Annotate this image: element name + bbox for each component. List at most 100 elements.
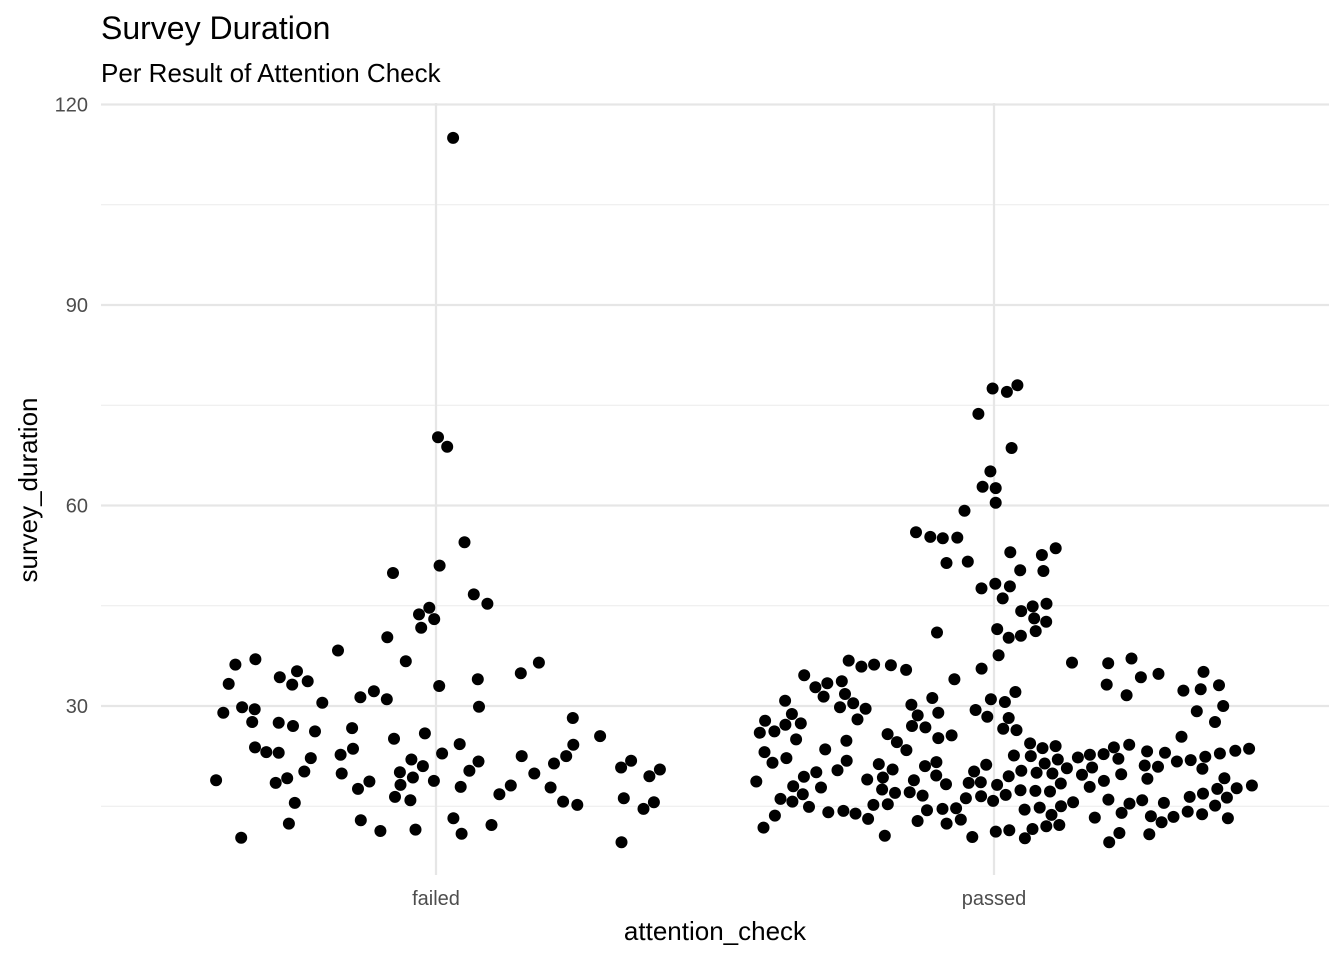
data-point-passed	[954, 813, 967, 826]
data-point-passed	[1220, 791, 1233, 804]
data-point-failed	[567, 738, 580, 751]
data-point-failed	[304, 752, 317, 765]
data-point-passed	[968, 765, 981, 778]
data-point-passed	[881, 728, 894, 741]
data-point-failed	[347, 742, 359, 755]
data-point-passed	[989, 482, 1002, 495]
data-point-failed	[643, 770, 656, 783]
data-point-passed	[868, 658, 881, 671]
data-point-passed	[1040, 615, 1053, 628]
data-point-failed	[404, 794, 417, 807]
data-point-passed	[847, 697, 860, 710]
data-point-passed	[1181, 805, 1194, 818]
data-point-passed	[907, 774, 920, 787]
data-point-passed	[1221, 812, 1234, 825]
data-point-passed	[986, 382, 999, 395]
data-point-failed	[217, 706, 230, 719]
data-point-passed	[981, 710, 994, 723]
chart-subtitle: Per Result of Attention Check	[101, 58, 442, 88]
data-point-passed	[975, 662, 988, 675]
data-point-passed	[1024, 737, 1037, 750]
data-point-passed	[1036, 742, 1049, 755]
data-point-failed	[615, 836, 628, 849]
data-point-passed	[1015, 605, 1028, 618]
data-point-passed	[822, 806, 835, 819]
y-axis-title: survey_duration	[13, 398, 43, 583]
data-point-passed	[940, 817, 953, 830]
data-point-failed	[472, 755, 485, 768]
data-point-passed	[1014, 564, 1027, 577]
data-point-passed	[803, 800, 815, 813]
data-point-passed	[1209, 716, 1221, 728]
data-point-failed	[413, 608, 425, 621]
data-point-passed	[1159, 746, 1171, 759]
data-point-failed	[528, 767, 541, 780]
data-point-passed	[1005, 442, 1018, 454]
data-point-failed	[281, 772, 294, 785]
data-point-passed	[932, 706, 945, 719]
data-point-passed	[757, 821, 770, 834]
data-point-passed	[1053, 819, 1066, 831]
data-point-passed	[1076, 768, 1088, 781]
data-point-passed	[876, 771, 889, 784]
data-point-failed	[548, 757, 560, 770]
data-point-passed	[903, 786, 916, 799]
data-point-passed	[936, 802, 949, 815]
data-point-failed	[637, 802, 650, 815]
data-point-failed	[380, 693, 393, 706]
data-point-failed	[332, 644, 344, 657]
data-point-passed	[859, 702, 872, 715]
data-point-passed	[974, 776, 987, 789]
data-point-passed	[881, 798, 894, 811]
data-point-failed	[291, 665, 303, 678]
data-point-passed	[779, 718, 792, 731]
data-point-failed	[269, 776, 282, 789]
data-point-passed	[932, 732, 945, 745]
data-point-passed	[991, 778, 1004, 791]
data-point-passed	[1155, 816, 1168, 829]
data-point-failed	[485, 819, 498, 831]
data-point-passed	[1010, 724, 1023, 737]
data-point-passed	[1190, 705, 1203, 718]
data-point-passed	[798, 669, 811, 682]
data-point-passed	[753, 726, 766, 739]
data-point-failed	[246, 716, 259, 728]
data-point-passed	[1086, 761, 1099, 774]
data-point-failed	[423, 601, 436, 614]
data-point-failed	[389, 790, 401, 803]
data-point-passed	[817, 690, 830, 703]
data-point-passed	[821, 677, 834, 690]
data-point-failed	[493, 788, 506, 801]
data-point-failed	[288, 796, 301, 809]
data-point-failed	[455, 827, 468, 840]
data-point-passed	[962, 776, 975, 789]
data-point-passed	[1213, 679, 1225, 692]
data-point-passed	[1125, 652, 1138, 665]
data-point-passed	[926, 692, 939, 704]
data-point-failed	[282, 817, 295, 830]
data-point-passed	[1024, 750, 1037, 763]
data-point-failed	[458, 536, 471, 549]
data-point-failed	[399, 655, 412, 668]
y-axis-ticks: 30 60 90 120	[55, 95, 88, 719]
data-point-passed	[1026, 823, 1039, 835]
data-point-passed	[750, 775, 763, 788]
data-point-passed	[1045, 808, 1058, 821]
data-point-failed	[316, 696, 329, 709]
data-point-passed	[787, 780, 800, 793]
chart-title: Survey Duration	[101, 10, 330, 46]
data-point-passed	[900, 663, 913, 676]
data-point-passed	[867, 798, 880, 811]
data-point-passed	[884, 659, 897, 672]
data-point-passed	[876, 783, 889, 796]
data-point-failed	[301, 675, 314, 688]
data-point-failed	[428, 613, 441, 626]
data-point-passed	[1230, 782, 1243, 795]
data-point-passed	[1026, 600, 1039, 613]
data-point-passed	[839, 688, 851, 700]
data-point-passed	[1157, 796, 1170, 809]
data-point-passed	[1051, 753, 1064, 766]
data-point-passed	[1002, 712, 1015, 724]
data-point-passed	[1054, 777, 1067, 790]
data-point-passed	[759, 714, 772, 727]
